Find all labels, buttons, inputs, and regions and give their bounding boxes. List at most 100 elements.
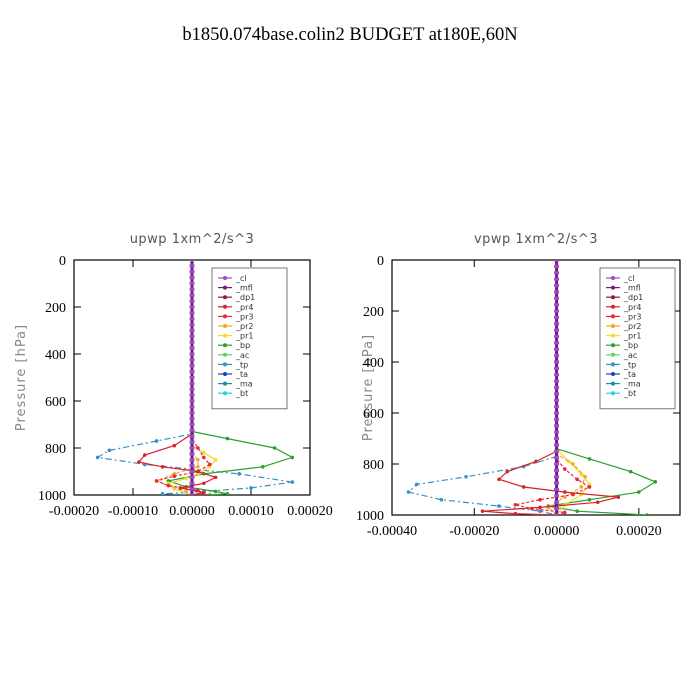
data-point-tp <box>154 439 159 443</box>
data-point-pr4 <box>137 460 141 464</box>
x-tick-label: -0.00020 <box>49 504 99 519</box>
data-point-bp <box>272 446 277 450</box>
legend-marker <box>611 343 615 348</box>
zero-profile-marker <box>189 387 195 391</box>
zero-profile-marker <box>189 434 195 438</box>
zero-profile-marker <box>554 290 560 294</box>
zero-profile-marker <box>554 475 560 479</box>
data-point-pr4 <box>534 459 538 464</box>
data-point-tp <box>439 497 444 502</box>
zero-profile-marker <box>554 360 560 364</box>
x-tick-label: 0.00000 <box>534 524 580 539</box>
panel-title: upwp 1xm^2/s^3 <box>130 232 255 247</box>
data-point-pr3 <box>207 462 212 467</box>
data-point-pr2 <box>579 485 584 489</box>
zero-profile-marker <box>189 340 195 344</box>
legend-label: _mfl <box>235 284 253 293</box>
zero-profile-marker <box>189 370 195 374</box>
series-line-pr2 <box>547 260 587 515</box>
y-axis-label: Pressure [hPa] <box>361 334 376 441</box>
zero-profile-marker <box>554 488 560 491</box>
legend: _cl_mfl_dp1_pr4_pr3_pr2_pr1_bp_ac_tp_ta_… <box>599 267 676 410</box>
y-tick-label: 200 <box>45 301 66 316</box>
zero-profile-marker <box>189 399 195 403</box>
zero-profile-marker <box>189 411 195 415</box>
data-point-pr4 <box>480 509 485 513</box>
data-point-pr1 <box>184 476 188 481</box>
zero-profile-marker <box>189 376 195 379</box>
zero-profile-marker <box>189 364 195 368</box>
data-point-pr3 <box>196 446 200 450</box>
zero-profile-marker <box>189 346 195 350</box>
data-point-pr2 <box>583 474 588 479</box>
legend-label: _mfl <box>623 284 641 293</box>
y-tick-label: 600 <box>45 395 66 410</box>
x-tick-label: -0.00010 <box>108 504 158 519</box>
zero-profile-marker <box>554 392 560 396</box>
data-point-pr4 <box>172 443 177 448</box>
data-point-pr1 <box>579 472 584 477</box>
zero-profile-marker <box>554 430 560 434</box>
data-point-pr3 <box>166 483 171 488</box>
zero-profile-marker <box>554 309 560 313</box>
legend-label: _ma <box>235 380 253 389</box>
legend-label: _dp1 <box>235 293 255 302</box>
data-point-tp <box>290 480 295 484</box>
legend-label: _pr1 <box>623 332 641 341</box>
legend-marker <box>611 362 615 367</box>
data-point-pr2 <box>184 489 188 494</box>
data-point-pr3 <box>563 467 567 471</box>
legend-label: _ta <box>235 370 248 379</box>
legend-label: _bt <box>235 389 248 398</box>
plot-frame <box>391 259 681 516</box>
legend-label: _dp1 <box>623 293 643 302</box>
data-point-pr1 <box>213 457 218 462</box>
zero-profile-marker <box>189 276 195 280</box>
zero-profile-marker <box>189 423 195 426</box>
zero-profile-marker <box>554 315 560 319</box>
legend-marker <box>223 362 227 367</box>
zero-profile-marker <box>554 264 560 268</box>
data-point-pr4 <box>513 511 518 515</box>
zero-profile-marker <box>554 500 560 504</box>
legend-marker <box>223 324 227 328</box>
data-point-bp <box>261 465 265 469</box>
data-point-pr3 <box>202 455 206 460</box>
legend-marker <box>223 285 227 290</box>
zero-profile-marker <box>189 458 195 462</box>
x-tick-label: 0.00010 <box>228 504 274 519</box>
zero-profile-marker <box>554 341 560 345</box>
data-point-pr4 <box>202 481 206 486</box>
zero-profile-marker <box>554 271 560 275</box>
zero-profile-marker <box>554 449 560 453</box>
legend-label: _cl <box>235 274 247 283</box>
zero-profile-marker <box>554 373 560 377</box>
legend-label: _ac <box>623 351 637 360</box>
zero-profile-marker <box>189 487 195 491</box>
y-axis-label: Pressure [hPa] <box>14 324 29 431</box>
y-tick-label: 800 <box>363 458 384 473</box>
x-tick-label: -0.00040 <box>367 524 417 539</box>
zero-profile-marker <box>554 335 560 338</box>
y-tick-label: 0 <box>59 254 66 269</box>
data-point-tp <box>406 490 411 494</box>
legend-marker <box>223 352 227 357</box>
data-point-pr4 <box>616 495 621 499</box>
zero-profile-marker <box>189 446 195 450</box>
data-point-pr3 <box>571 492 575 497</box>
zero-profile-marker <box>554 379 560 383</box>
zero-profile-marker <box>189 264 195 268</box>
data-point-pr4 <box>178 486 182 490</box>
legend-marker <box>611 381 615 386</box>
data-point-pr4 <box>595 500 600 505</box>
series-group <box>406 260 658 515</box>
legend-label: _pr3 <box>623 312 641 321</box>
series-line-pr3 <box>154 260 211 495</box>
data-point-pr4 <box>202 490 206 495</box>
zero-profile-marker <box>189 464 195 468</box>
zero-profile-marker <box>554 328 560 332</box>
zero-profile-marker <box>554 366 560 370</box>
data-point-bp <box>587 497 592 502</box>
data-point-tp <box>237 472 241 476</box>
zero-profile-marker <box>189 329 195 332</box>
